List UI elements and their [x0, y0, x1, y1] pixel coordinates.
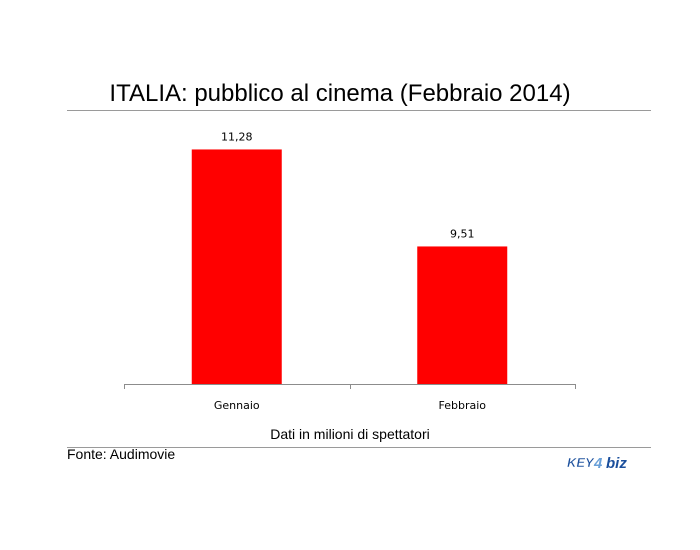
- title-divider: [67, 110, 651, 111]
- source-label: Fonte: Audimovie: [67, 446, 176, 462]
- category-label: Gennaio: [214, 399, 260, 412]
- chart-title: ITALIA: pubblico al cinema (Febbraio 201…: [109, 80, 571, 107]
- data-label: 11,28: [221, 130, 253, 143]
- category-label: Febbraio: [438, 399, 486, 412]
- svg-text:KEY: KEY: [567, 455, 595, 470]
- svg-text:4: 4: [593, 455, 603, 471]
- svg-text:biz: biz: [606, 455, 627, 471]
- data-label: 9,51: [450, 227, 475, 240]
- axis-note: Dati in milioni di spettatori: [270, 426, 430, 442]
- bar-gennaio: [191, 149, 282, 384]
- footer-divider: [67, 447, 651, 448]
- key4biz-logo: KEY 4 biz: [567, 455, 627, 471]
- bar-febbraio: [417, 246, 508, 384]
